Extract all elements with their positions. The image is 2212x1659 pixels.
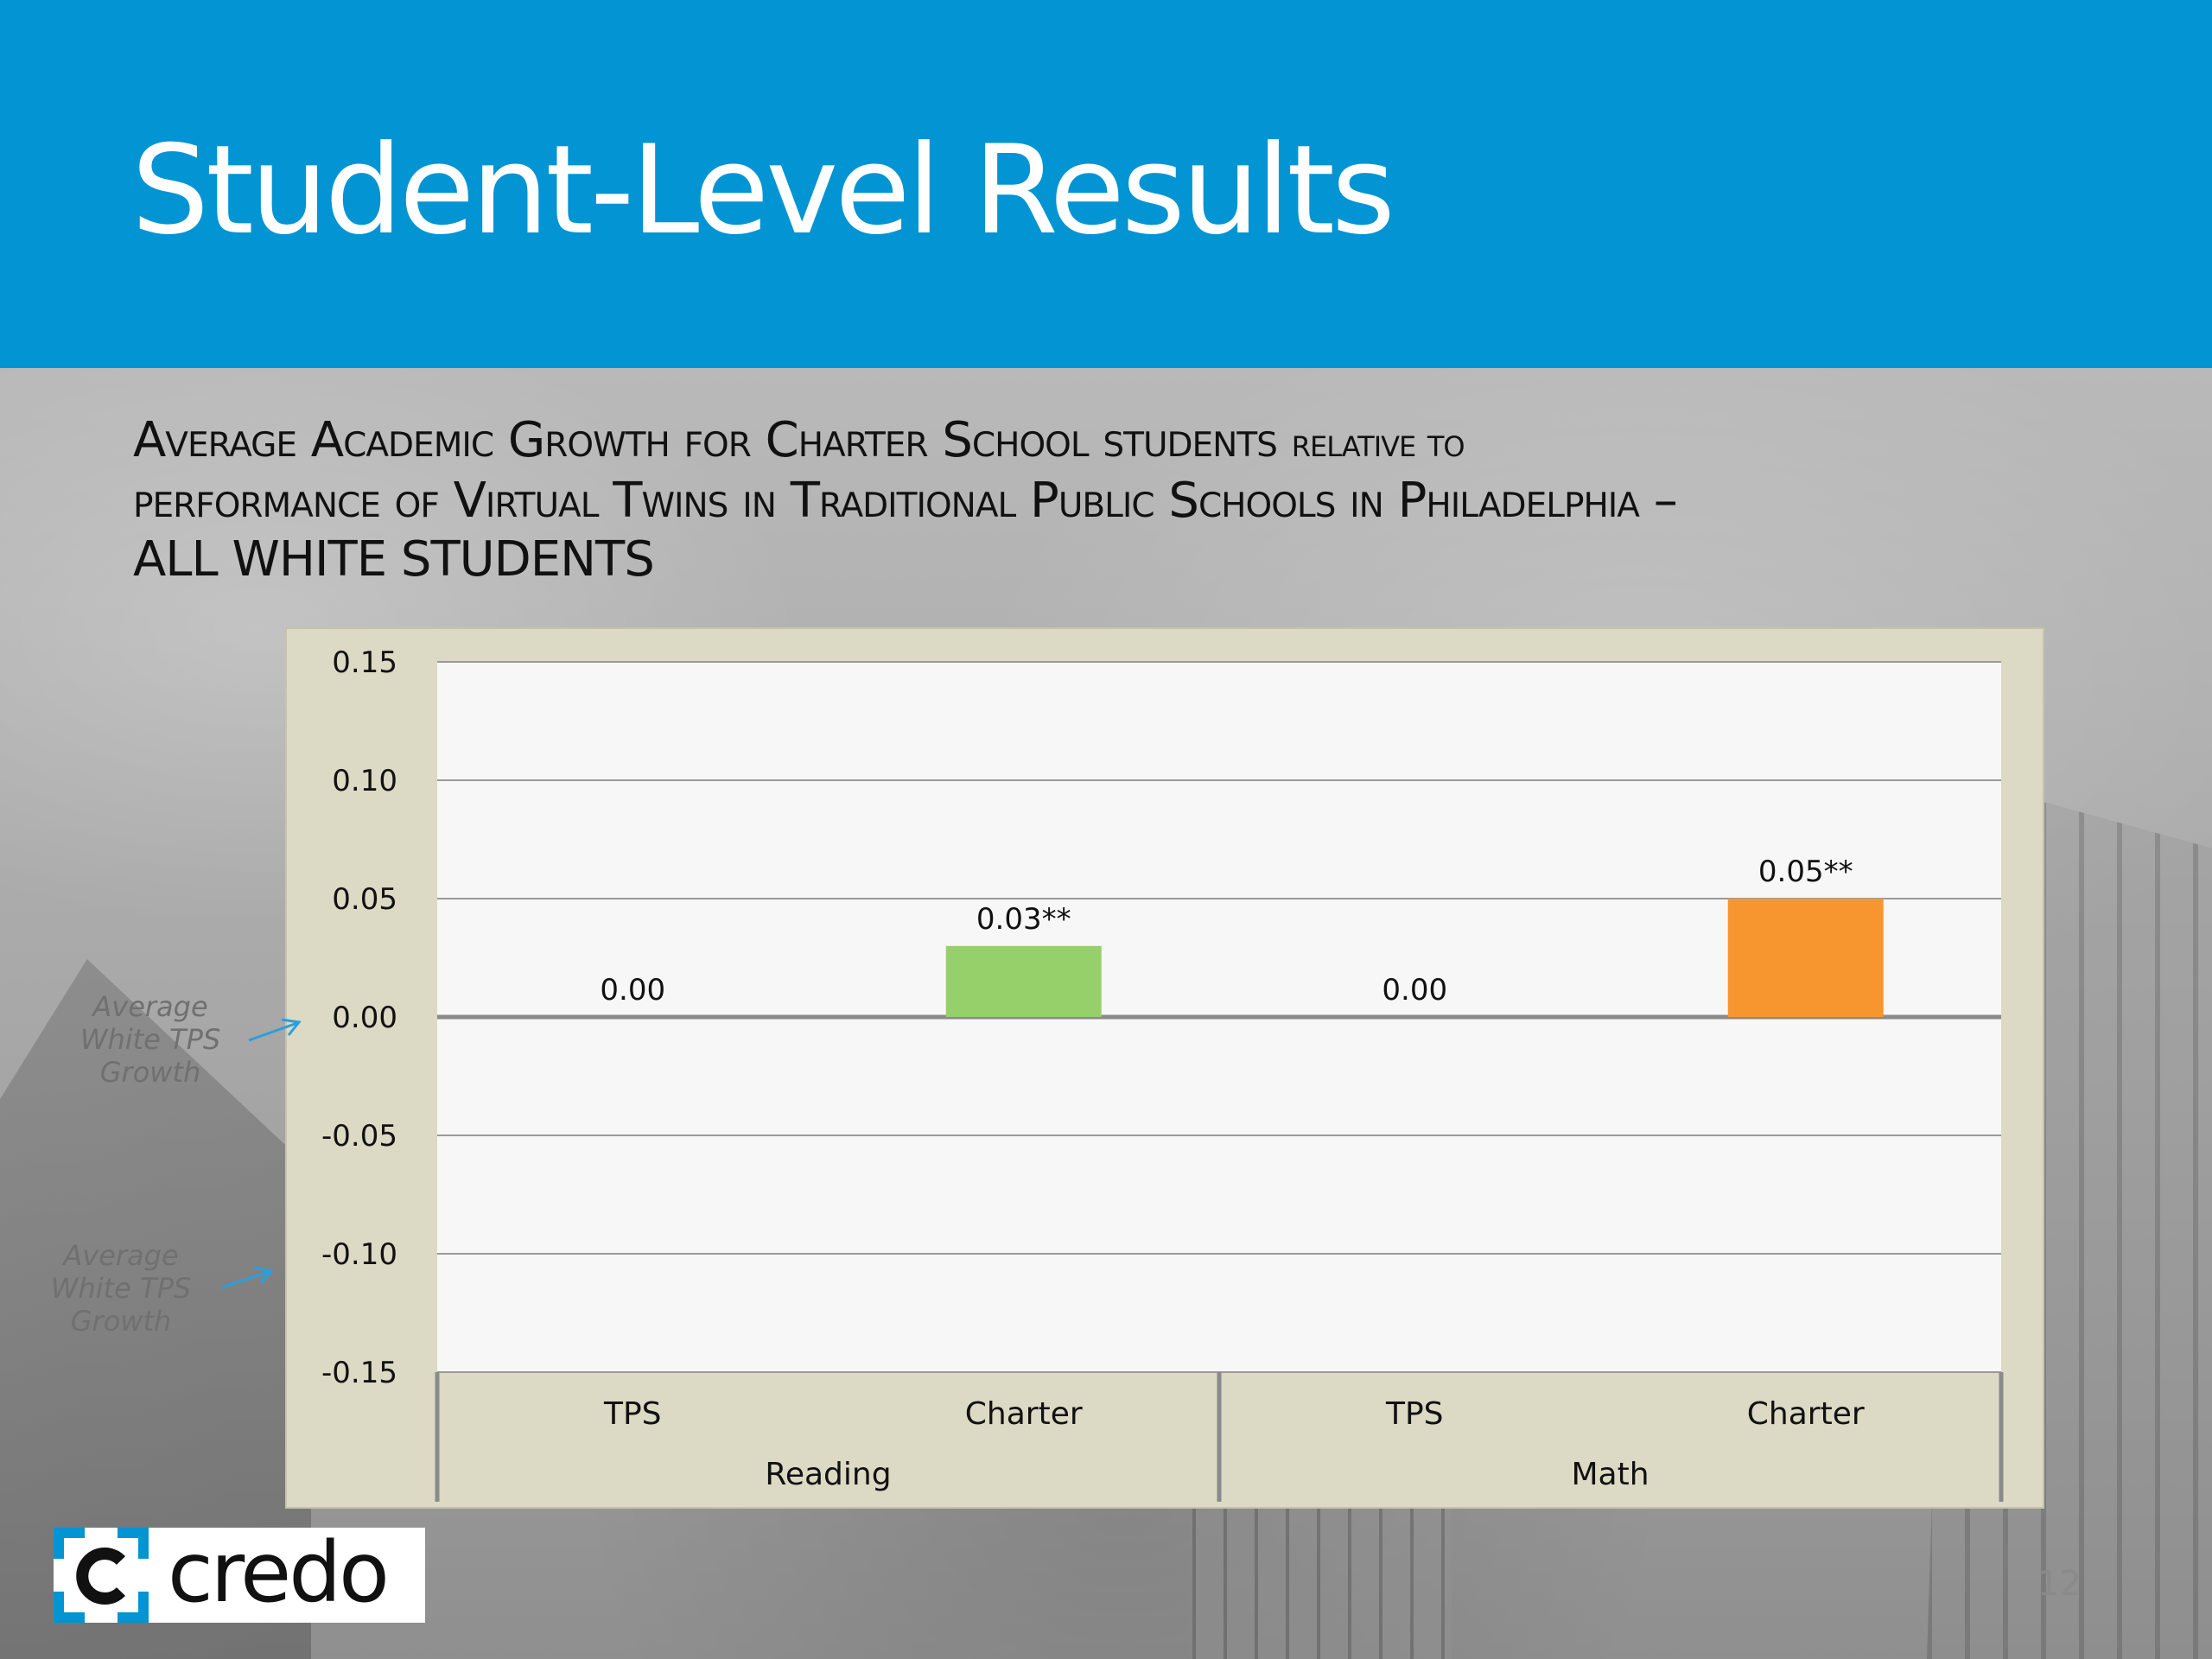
x-category-label: TPS [603,1396,662,1432]
y-tick-label: 0.15 [332,645,397,680]
x-group-label: Reading [765,1457,891,1492]
annotation-1-line-1: Average [92,990,208,1023]
data-label: 0.03** [976,902,1071,937]
annotation-2-line-3: Growth [70,1305,172,1338]
data-label: 0.00 [600,973,665,1007]
y-tick-label: -0.10 [321,1237,397,1272]
chart-frame: 0.15 0.10 0.05 0.00 -0.05 -0.10 -0.15 0.00 TPS 0.… [285,627,2044,1509]
data-label: 0.00 [1382,973,1447,1007]
bar [945,945,1102,1017]
subtitle-line-3: ALL WHITE STUDENTS [133,531,655,588]
subtitle-line-2: performance of Virtual Twins in Traditio… [133,473,1678,529]
annotation-average-white-tps-growth-1: Average White TPS Growth [55,990,245,1089]
subtitle-line-1-small: relative to [1291,419,1465,466]
bar [1727,899,1884,1017]
bar-chart: 0.15 0.10 0.05 0.00 -0.05 -0.10 -0.15 0.00 TPS 0.… [321,645,2004,1502]
annotation-2-line-1: Average [63,1239,179,1272]
subtitle-line-1: Average Academic Growth for Charter Scho… [133,411,2086,472]
data-label: 0.05** [1758,855,1853,889]
annotation-average-white-tps-growth-2: Average White TPS Growth [26,1239,216,1338]
x-category-label: Charter [1747,1396,1865,1432]
credo-logo-mark-icon [54,1528,149,1623]
annotation-arrow-2-icon [220,1266,274,1289]
y-tick-label: 0.00 [332,1001,397,1035]
slide-title: Student-Level Results [131,119,1395,262]
x-group-label: Math [1571,1457,1649,1492]
y-tick-label: -0.15 [321,1356,397,1390]
annotation-1-line-2: White TPS [79,1023,221,1056]
y-tick-label: -0.05 [321,1119,397,1154]
annotation-arrow-1-icon [248,1018,302,1042]
y-tick-label: 0.10 [332,764,397,798]
credo-logo-text: credo [168,1524,390,1621]
subtitle-line-1-main: Average Academic Growth for Charter Scho… [133,412,1278,468]
credo-logo: credo [54,1528,425,1623]
title-banner: Student-Level Results [0,0,2212,368]
chart-subtitle: Average Academic Growth for Charter Scho… [133,411,2086,589]
page-number: 12 [2037,1564,2082,1604]
annotation-2-line-2: White TPS [50,1272,192,1305]
annotation-1-line-3: Growth [99,1056,201,1089]
x-category-label: Charter [965,1396,1083,1432]
y-tick-label: 0.05 [332,882,397,917]
x-category-label: TPS [1385,1396,1444,1432]
